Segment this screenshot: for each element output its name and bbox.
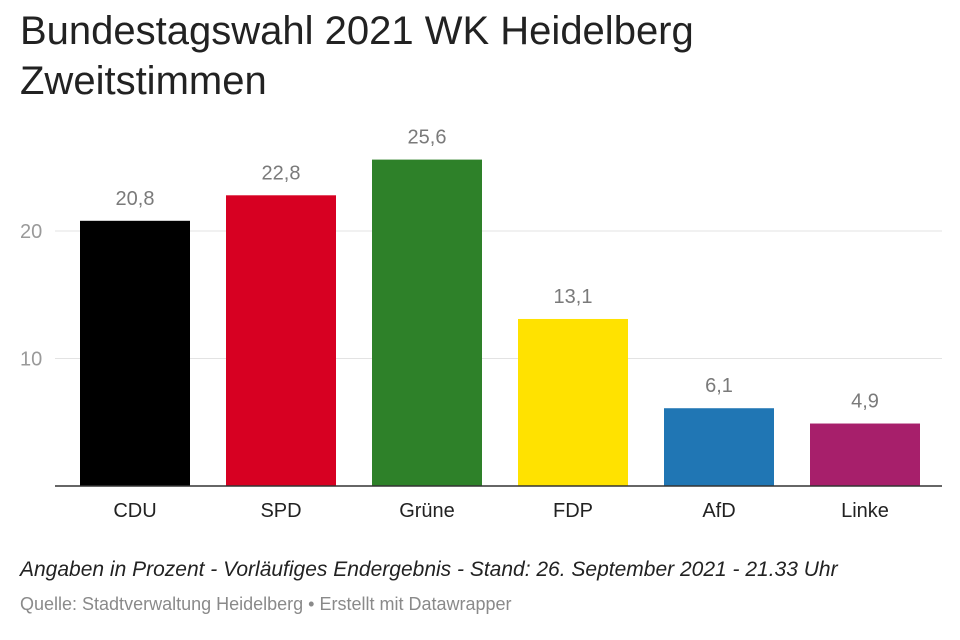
bar-fdp — [518, 318, 628, 486]
chart-title: Bundestagswahl 2021 WK Heidelberg Zweits… — [20, 6, 940, 106]
bar-linke — [810, 423, 920, 486]
x-tick-label: Grüne — [399, 500, 455, 522]
value-label: 25,6 — [408, 127, 447, 149]
x-tick-label: Linke — [841, 500, 889, 522]
chart-title-line-2: Zweitstimmen — [20, 59, 267, 103]
chart-source: Quelle: Stadtverwaltung Heidelberg • Ers… — [20, 594, 512, 614]
x-tick-label: CDU — [113, 500, 156, 522]
chart-note: Angaben in Prozent - Vorläufiges Enderge… — [20, 558, 838, 581]
value-label: 22,8 — [262, 162, 301, 184]
value-label: 13,1 — [554, 286, 593, 308]
y-tick-label: 10 — [20, 349, 42, 371]
value-label: 20,8 — [116, 188, 155, 210]
x-tick-label: SPD — [260, 500, 301, 522]
chart-title-line-1: Bundestagswahl 2021 WK Heidelberg — [20, 9, 694, 53]
y-tick-label: 20 — [20, 221, 42, 243]
bar-afd — [664, 408, 774, 486]
x-tick-label: AfD — [702, 500, 735, 522]
bar-cdu — [80, 220, 190, 487]
bar-grüne — [372, 159, 482, 486]
value-label: 6,1 — [705, 375, 733, 397]
value-label: 4,9 — [851, 391, 879, 413]
x-tick-label: FDP — [553, 500, 593, 522]
bar-spd — [226, 195, 336, 487]
